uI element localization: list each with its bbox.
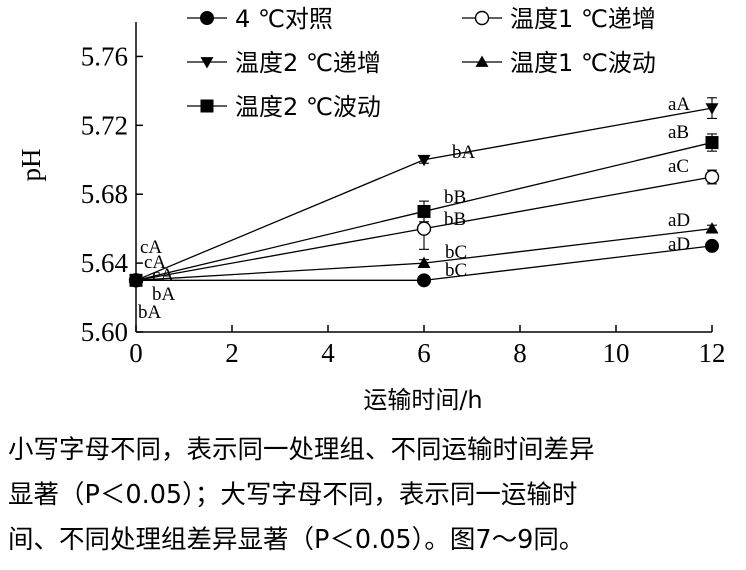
data-point bbox=[416, 221, 432, 236]
data-point bbox=[417, 273, 431, 288]
legend-item-2: 温度1 ℃递增 bbox=[462, 5, 656, 33]
legend-marker bbox=[200, 57, 214, 69]
data-point bbox=[705, 222, 719, 234]
figure-caption: 小写字母不同，表示同一处理组、不同运输时间差异 显著（P＜0.05）；大写字母不… bbox=[8, 428, 740, 563]
legend-label: 温度2 ℃波动 bbox=[235, 93, 381, 121]
legend-marker bbox=[474, 10, 490, 26]
legend-marker bbox=[200, 99, 214, 113]
series-2 bbox=[128, 169, 720, 288]
data-point bbox=[705, 136, 719, 150]
legend-label: 4 ℃对照 bbox=[235, 5, 333, 33]
y-tick-label: 5.68 bbox=[81, 179, 128, 209]
y-tick-label: 5.64 bbox=[81, 248, 129, 278]
ph-line-chart: 5.605.645.685.725.760 2 4 6 8 10 12 cAcAcAbAbA… bbox=[16, 5, 726, 414]
legend-item-4: 温度1 ℃波动 bbox=[462, 49, 656, 77]
significance-label: bA bbox=[138, 302, 162, 323]
data-point bbox=[705, 238, 719, 253]
significance-label: cA bbox=[152, 265, 174, 286]
x-tick-label: 8 bbox=[513, 338, 527, 368]
significance-label: aD bbox=[668, 234, 690, 255]
x-tick-label: 6 bbox=[417, 338, 431, 368]
legend-label: 温度1 ℃波动 bbox=[510, 49, 656, 77]
data-point bbox=[417, 154, 431, 167]
data-point bbox=[705, 103, 719, 115]
data-point bbox=[417, 256, 431, 268]
significance-label: bA bbox=[452, 142, 476, 163]
significance-label: bC bbox=[445, 242, 467, 263]
significance-label: bB bbox=[444, 209, 466, 230]
y-axis-label: pH bbox=[16, 149, 46, 182]
legend-item-5: 温度2 ℃波动 bbox=[187, 93, 381, 121]
x-tick-label: 0 bbox=[129, 338, 143, 368]
significance-label: cA bbox=[144, 252, 166, 273]
ticks: 5.60 5.64 5.68 5.72 5.76 0 2 4 6 8 10 12 bbox=[81, 41, 726, 368]
y-tick-label: 5.72 bbox=[81, 110, 128, 140]
data-point bbox=[129, 273, 143, 287]
significance-label: bA bbox=[152, 284, 176, 305]
significance-label: cA bbox=[140, 237, 162, 258]
series-5 bbox=[129, 133, 719, 287]
significance-label: aD bbox=[668, 210, 690, 231]
significance-label: bB bbox=[444, 187, 466, 208]
legend-marker bbox=[200, 11, 214, 25]
legend-item-3: 温度2 ℃递增 bbox=[187, 49, 381, 77]
x-tick-label: 10 bbox=[603, 338, 630, 368]
series-line bbox=[135, 107, 713, 281]
legend-label: 温度2 ℃递增 bbox=[235, 49, 381, 77]
y-tick-label: 5.60 bbox=[81, 317, 128, 347]
data-point bbox=[417, 204, 431, 218]
significance-label: bC bbox=[445, 260, 467, 281]
x-axis-label: 运输时间/h bbox=[363, 386, 482, 414]
caption-line-3: 间、不同处理组差异显著（P＜0.05）。图7～9同。 bbox=[8, 525, 585, 555]
legend-item-1: 4 ℃对照 bbox=[187, 5, 333, 33]
legend-label: 温度1 ℃递增 bbox=[510, 5, 656, 33]
x-tick-label: 2 bbox=[225, 338, 239, 368]
significance-label: aB bbox=[668, 122, 689, 143]
caption-line-1: 小写字母不同，表示同一处理组、不同运输时间差异 bbox=[8, 435, 595, 465]
x-tick-label: 4 bbox=[321, 338, 335, 368]
series-layer bbox=[128, 97, 720, 288]
caption-line-2: 显著（P＜0.05）；大写字母不同，表示同一运输时 bbox=[8, 480, 578, 510]
data-point bbox=[704, 169, 720, 185]
x-tick-label: 12 bbox=[699, 338, 726, 368]
legend-marker bbox=[475, 55, 489, 67]
significance-label: aA bbox=[668, 94, 690, 115]
significance-label: aC bbox=[668, 156, 689, 177]
y-tick-label: 5.76 bbox=[81, 41, 128, 71]
